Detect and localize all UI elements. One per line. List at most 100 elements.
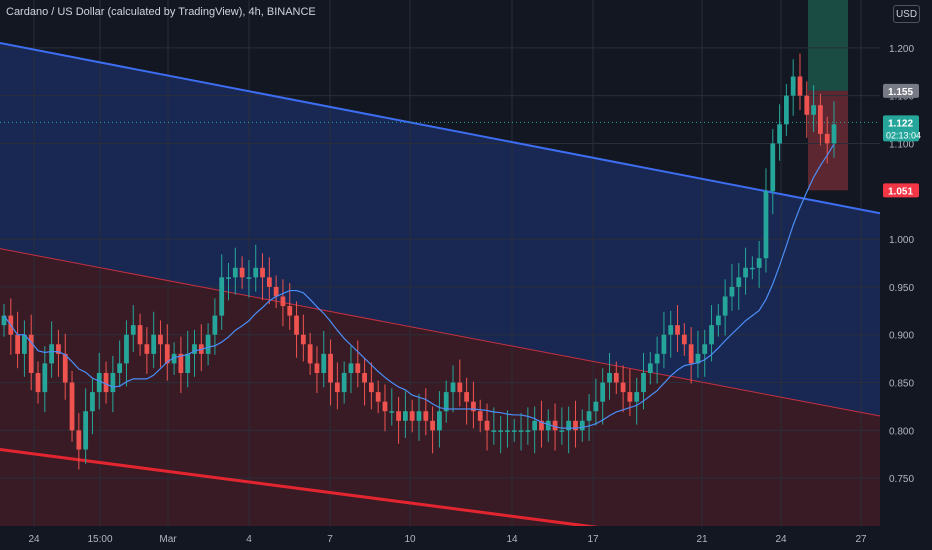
candle-body[interactable] <box>62 353 68 383</box>
candle-body[interactable] <box>457 382 463 393</box>
candle-body[interactable] <box>178 353 184 373</box>
candle-body[interactable] <box>341 372 347 393</box>
candle-body[interactable] <box>294 315 299 335</box>
candle-body[interactable] <box>695 353 701 364</box>
candle-body[interactable] <box>525 430 531 432</box>
candle-body[interactable] <box>239 267 245 278</box>
candle-body[interactable] <box>539 420 544 431</box>
candle-body[interactable] <box>280 296 286 307</box>
candle-body[interactable] <box>185 353 191 373</box>
candle-body[interactable] <box>403 411 408 421</box>
x-axis-panel[interactable] <box>0 526 880 550</box>
candle-body[interactable] <box>593 401 599 412</box>
candle-body[interactable] <box>15 334 20 354</box>
candle-body[interactable] <box>226 277 231 279</box>
candle-body[interactable] <box>423 411 429 421</box>
candle-body[interactable] <box>103 372 109 393</box>
candle-body[interactable] <box>552 420 558 431</box>
candle-body[interactable] <box>818 105 823 134</box>
candle-body[interactable] <box>471 401 476 412</box>
candle-body[interactable] <box>375 392 381 402</box>
candle-body[interactable] <box>484 420 490 431</box>
candle-body[interactable] <box>505 430 510 432</box>
candle-body[interactable] <box>328 353 333 383</box>
candle-body[interactable] <box>681 334 687 345</box>
candle-body[interactable] <box>573 420 578 431</box>
candle-body[interactable] <box>192 344 197 354</box>
candle-body[interactable] <box>144 344 150 354</box>
candle-body[interactable] <box>709 325 714 345</box>
candle-body[interactable] <box>300 334 306 345</box>
candle-body[interactable] <box>83 411 89 450</box>
candle-body[interactable] <box>151 334 157 354</box>
candle-body[interactable] <box>824 133 830 144</box>
candle-body[interactable] <box>641 372 646 393</box>
candle-body[interactable] <box>736 277 742 287</box>
candle-body[interactable] <box>634 392 640 402</box>
candle-body[interactable] <box>164 344 170 364</box>
candle-body[interactable] <box>314 363 320 373</box>
blue-trendline[interactable] <box>0 42 881 215</box>
candle-body[interactable] <box>661 334 667 354</box>
candle-body[interactable] <box>355 363 361 373</box>
candle-body[interactable] <box>246 277 252 279</box>
candle-body[interactable] <box>443 392 449 412</box>
candle-body[interactable] <box>49 344 55 364</box>
candle-body[interactable] <box>260 267 265 278</box>
candle-body[interactable] <box>804 95 810 115</box>
candle-body[interactable] <box>158 334 163 345</box>
candle-body[interactable] <box>532 420 538 431</box>
red-channel-upper[interactable] <box>0 248 881 417</box>
candle-body[interactable] <box>749 267 755 270</box>
candle-body[interactable] <box>253 267 259 278</box>
candle-body[interactable] <box>389 411 395 413</box>
candle-body[interactable] <box>396 411 401 421</box>
candle-body[interactable] <box>130 325 136 335</box>
candle-body[interactable] <box>579 420 585 431</box>
candle-body[interactable] <box>729 286 735 297</box>
candle-body[interactable] <box>368 382 374 393</box>
candle-body[interactable] <box>777 124 782 144</box>
candle-body[interactable] <box>675 325 680 335</box>
candle-body[interactable] <box>409 411 415 421</box>
candle-body[interactable] <box>498 430 504 432</box>
candle-body[interactable] <box>464 392 470 402</box>
candle-body[interactable] <box>137 325 143 345</box>
candle-body[interactable] <box>811 105 816 115</box>
candle-body[interactable] <box>42 363 48 393</box>
candle-body[interactable] <box>1 315 7 326</box>
candle-body[interactable] <box>668 325 674 335</box>
candle-body[interactable] <box>715 315 721 326</box>
candle-body[interactable] <box>477 411 483 421</box>
candle-body[interactable] <box>219 277 225 316</box>
candle-body[interactable] <box>566 420 572 431</box>
candle-body[interactable] <box>56 344 61 354</box>
candle-body[interactable] <box>559 430 565 432</box>
candle-body[interactable] <box>266 277 272 287</box>
candle-body[interactable] <box>96 372 102 393</box>
candle-body[interactable] <box>763 191 769 259</box>
candle-body[interactable] <box>382 401 388 412</box>
candle-body[interactable] <box>702 344 708 354</box>
candle-body[interactable] <box>790 76 796 96</box>
candle-body[interactable] <box>321 353 327 373</box>
candle-body[interactable] <box>620 382 626 393</box>
candle-body[interactable] <box>783 95 789 125</box>
candle-body[interactable] <box>437 411 442 431</box>
candle-body[interactable] <box>212 315 218 335</box>
candle-body[interactable] <box>647 363 653 373</box>
candle-body[interactable] <box>307 344 313 364</box>
candle-body[interactable] <box>334 382 340 393</box>
currency-button[interactable]: USD <box>893 5 920 23</box>
candle-body[interactable] <box>688 344 694 364</box>
y-axis-panel[interactable] <box>880 0 932 550</box>
candle-body[interactable] <box>511 430 517 432</box>
candle-body[interactable] <box>117 363 123 373</box>
candle-body[interactable] <box>69 382 75 431</box>
candle-body[interactable] <box>171 353 177 364</box>
candle-body[interactable] <box>22 334 27 354</box>
candle-body[interactable] <box>273 286 279 297</box>
candle-body[interactable] <box>416 411 422 421</box>
candle-body[interactable] <box>545 420 551 431</box>
